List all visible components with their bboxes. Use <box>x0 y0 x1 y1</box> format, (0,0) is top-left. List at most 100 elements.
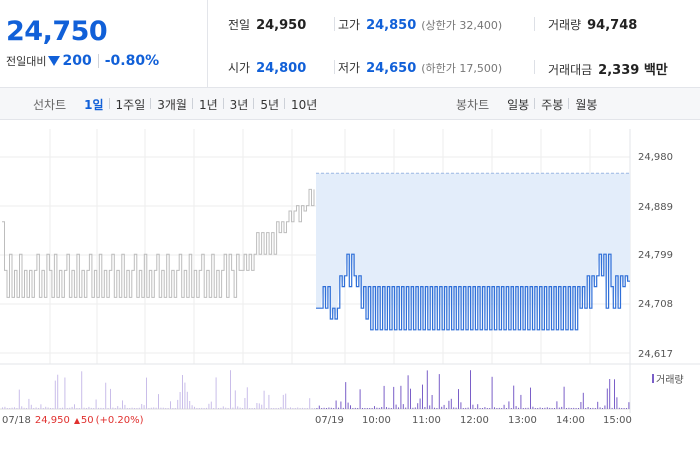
divider <box>334 60 335 74</box>
y-tick-label: 24,980 <box>638 152 673 163</box>
volume-bar <box>146 377 147 409</box>
prev-day-change-rate: (+0.20%) <box>95 415 144 426</box>
stat-value: 94,748 <box>587 18 638 33</box>
volume-bar <box>158 394 159 409</box>
volume-bar <box>371 408 373 409</box>
volume-bar <box>551 408 553 409</box>
tab-3months[interactable]: 3개월 <box>150 96 193 113</box>
volume-bar <box>534 408 536 409</box>
volume-bar <box>393 386 395 409</box>
volume-bar <box>395 404 397 409</box>
stat-value: 24,950 <box>256 18 307 33</box>
volume-bar <box>263 390 265 409</box>
volume-bar <box>388 407 390 409</box>
volume-bar <box>119 407 121 409</box>
volume-bar <box>532 406 534 409</box>
stat-low: 저가 24,650 (하한가 17,500) <box>338 59 502 76</box>
volume-bar <box>47 407 49 409</box>
stat-value: 2,339 백만 <box>598 63 668 78</box>
volume-bar <box>38 408 39 409</box>
volume-bar <box>602 408 603 409</box>
volume-bar <box>237 406 239 409</box>
volume-bar <box>582 392 584 409</box>
volume-bar <box>549 407 551 409</box>
volume-bar <box>467 407 469 409</box>
stat-label: 거래대금 <box>548 63 593 77</box>
volume-bar <box>76 408 78 409</box>
volume-bar <box>160 407 162 409</box>
volume-bar <box>554 408 555 409</box>
stat-amount: 거래대금 2,339 백만 <box>548 59 668 78</box>
volume-bar <box>626 408 627 409</box>
tab-weekly-candle[interactable]: 주봉 <box>534 96 569 113</box>
volume-bar <box>251 408 253 409</box>
tab-3years[interactable]: 3년 <box>222 96 255 113</box>
volume-bar <box>64 377 66 409</box>
volume-bar <box>18 389 20 409</box>
volume-bar <box>472 404 474 409</box>
volume-bar <box>42 408 44 409</box>
volume-bar <box>402 404 404 409</box>
volume-bar <box>510 408 512 409</box>
tab-1year[interactable]: 1년 <box>191 96 224 113</box>
volume-bar <box>506 408 507 409</box>
volume-bar <box>194 406 195 409</box>
volume-bar <box>575 408 577 409</box>
tab-1week[interactable]: 1주일 <box>108 96 152 113</box>
price-chart[interactable]: 24,980 24,889 24,799 24,708 24,617 거래량 0… <box>0 121 700 450</box>
volume-bar <box>150 407 152 409</box>
volume-bar <box>153 407 155 409</box>
prev-day-change: 50 <box>80 415 94 426</box>
tab-daily-candle[interactable]: 일봉 <box>507 97 530 112</box>
period-tabs: 선차트 1일 1주일 3개월 1년 3년 5년 10년 봉차트 일봉 주봉 월봉 <box>0 88 700 120</box>
volume-bar <box>230 370 231 409</box>
tab-10years[interactable]: 10년 <box>284 96 323 113</box>
volume-bar <box>407 375 409 409</box>
volume-bar <box>458 389 459 409</box>
volume-bar <box>242 408 243 409</box>
volume-bar <box>522 408 524 409</box>
volume-bar <box>198 408 200 409</box>
volume-bar <box>114 408 116 409</box>
volume-bar <box>78 408 80 409</box>
volume-bar <box>90 407 92 409</box>
volume-bar <box>561 406 563 409</box>
tab-1day[interactable]: 1일 <box>84 97 104 112</box>
volume-bar <box>566 408 567 409</box>
volume-bar <box>102 408 104 409</box>
line-chart-tabs: 선차트 1일 1주일 3개월 1년 3년 5년 10년 <box>33 88 323 120</box>
volume-bar <box>455 407 457 409</box>
volume-bar <box>563 386 565 409</box>
volume-bar <box>321 408 323 409</box>
volume-bar <box>40 404 42 409</box>
volume-bar <box>441 406 443 409</box>
tab-monthly-candle[interactable]: 월봉 <box>568 96 603 113</box>
volume-bar <box>100 407 102 409</box>
volume-bar <box>287 408 289 409</box>
volume-bar <box>136 408 138 409</box>
volume-bar <box>470 370 471 409</box>
volume-bar <box>429 405 431 409</box>
volume-bar <box>366 408 368 409</box>
volume-bar <box>246 387 248 409</box>
volume-bar <box>299 408 301 409</box>
volume-bar <box>93 408 95 409</box>
volume-bar <box>218 408 219 409</box>
volume-bar <box>66 408 68 409</box>
tab-5years[interactable]: 5년 <box>253 96 285 113</box>
volume-bar <box>294 408 296 409</box>
volume-bar <box>335 400 337 409</box>
volume-bar <box>498 407 500 409</box>
volume-bar <box>479 408 481 409</box>
volume-bar <box>604 405 606 409</box>
candle-chart-label: 봉차트 <box>456 97 490 112</box>
volume-bar <box>162 407 164 409</box>
volume-bar <box>266 408 267 409</box>
volume-bar <box>436 408 438 409</box>
quote-panel: 24,750 전일대비 200 -0.80% 전일 24,950 고가 24,8… <box>0 0 700 88</box>
volume-bar <box>599 407 601 409</box>
volume-bar <box>110 388 111 409</box>
volume-bar <box>501 408 503 409</box>
volume-bar <box>186 391 188 409</box>
volume-bar <box>26 408 27 409</box>
